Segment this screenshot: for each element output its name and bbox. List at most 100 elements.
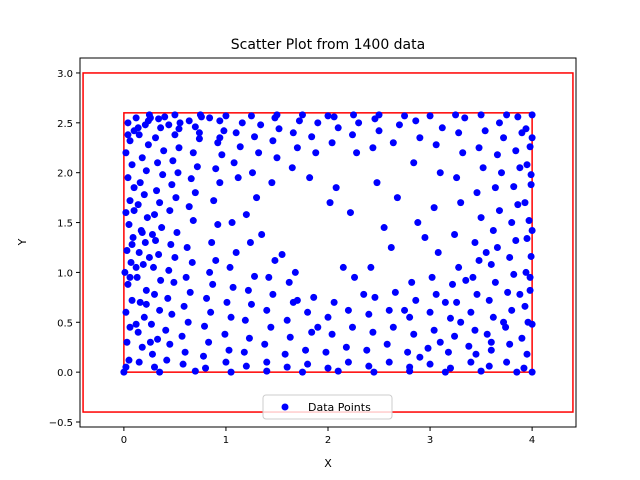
- data-point: [363, 346, 371, 354]
- x-tick-label: 0: [121, 435, 127, 446]
- data-point: [432, 141, 440, 149]
- data-point: [214, 221, 222, 229]
- data-point: [483, 330, 491, 338]
- data-point: [367, 263, 375, 271]
- data-point: [247, 112, 255, 120]
- data-point: [227, 313, 235, 321]
- data-point: [506, 253, 514, 261]
- data-point: [487, 338, 495, 346]
- data-point: [385, 358, 393, 366]
- x-tick-label: 2: [325, 435, 331, 446]
- data-point: [293, 144, 301, 152]
- data-point: [289, 129, 297, 137]
- data-point: [387, 243, 395, 251]
- data-point: [124, 174, 132, 182]
- data-point: [455, 263, 463, 271]
- data-point: [497, 169, 505, 177]
- data-point: [184, 318, 192, 326]
- data-point: [521, 302, 529, 310]
- data-point: [164, 294, 172, 302]
- y-tick-label: 0.0: [57, 368, 73, 379]
- x-tick-label: 4: [529, 435, 535, 446]
- data-point: [441, 298, 449, 306]
- data-point: [428, 273, 436, 281]
- data-point: [334, 124, 342, 132]
- data-point: [410, 159, 418, 167]
- data-point: [142, 286, 150, 294]
- data-point: [221, 330, 229, 338]
- data-point: [389, 139, 397, 147]
- data-point: [283, 316, 291, 324]
- data-point: [149, 263, 157, 271]
- data-point: [426, 308, 434, 316]
- data-point: [351, 273, 359, 281]
- data-point: [528, 320, 536, 328]
- data-point: [134, 328, 142, 336]
- data-point: [222, 358, 230, 366]
- data-point: [242, 211, 250, 219]
- data-point: [275, 125, 283, 133]
- data-point: [312, 149, 320, 157]
- data-point: [205, 338, 213, 346]
- data-point: [138, 229, 146, 237]
- data-point: [526, 273, 534, 281]
- data-point: [522, 268, 530, 276]
- data-point: [241, 316, 249, 324]
- data-point: [136, 179, 144, 187]
- data-point: [227, 368, 235, 376]
- data-point: [125, 356, 133, 364]
- data-point: [151, 211, 159, 219]
- data-point: [193, 163, 201, 171]
- y-tick-label: 3.0: [57, 69, 73, 80]
- data-point: [527, 181, 535, 189]
- data-point: [451, 332, 459, 340]
- data-point: [371, 293, 379, 301]
- data-point: [451, 231, 459, 239]
- data-point: [500, 318, 508, 326]
- data-point: [122, 363, 130, 371]
- data-point: [143, 214, 151, 222]
- data-point: [181, 348, 189, 356]
- data-point: [157, 124, 165, 132]
- data-point: [175, 125, 183, 133]
- data-point: [251, 272, 259, 280]
- x-tick-label: 1: [223, 435, 229, 446]
- data-point: [269, 137, 277, 145]
- data-point: [268, 179, 276, 187]
- data-point: [401, 112, 409, 120]
- data-point: [328, 330, 336, 338]
- data-point: [444, 348, 452, 356]
- data-point: [172, 194, 180, 202]
- data-point: [148, 231, 156, 239]
- data-point: [155, 250, 163, 258]
- data-point: [459, 149, 467, 157]
- data-point: [441, 368, 449, 376]
- data-point: [375, 127, 383, 135]
- data-point: [514, 113, 522, 121]
- data-point: [453, 174, 461, 182]
- data-point: [206, 268, 214, 276]
- data-point: [209, 280, 217, 288]
- data-point: [125, 221, 133, 229]
- data-point: [467, 308, 475, 316]
- data-point: [523, 235, 531, 243]
- data-point: [195, 129, 203, 137]
- data-point: [344, 306, 352, 314]
- data-point: [416, 134, 424, 142]
- data-point: [485, 296, 493, 304]
- data-point: [167, 240, 175, 248]
- data-point: [434, 248, 442, 256]
- data-point: [504, 288, 512, 296]
- data-point: [421, 234, 429, 242]
- data-point: [302, 346, 310, 354]
- data-point: [487, 260, 495, 268]
- data-point: [304, 308, 312, 316]
- data-point: [487, 346, 495, 354]
- data-point: [346, 209, 354, 217]
- data-point: [135, 131, 143, 139]
- data-point: [124, 119, 132, 127]
- data-point: [126, 323, 134, 331]
- data-point: [151, 363, 159, 371]
- data-point: [129, 234, 137, 242]
